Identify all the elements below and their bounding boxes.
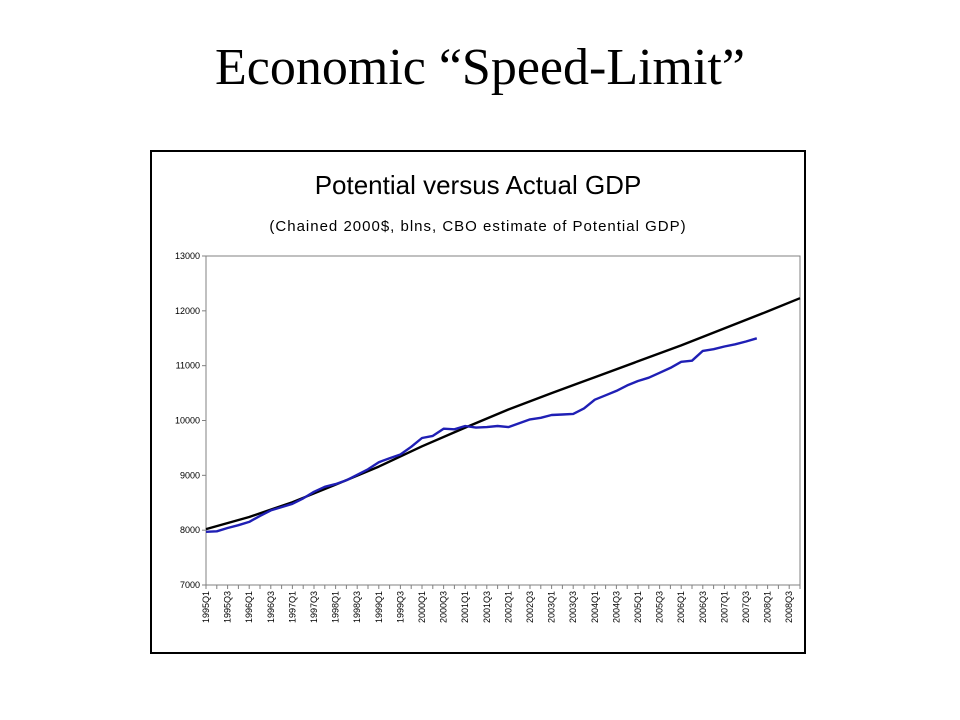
x-tick-label: 1998Q3 [352, 591, 362, 623]
x-tick-label: 1995Q3 [223, 591, 233, 623]
x-tick-label: 2006Q1 [676, 591, 686, 623]
x-tick-label: 2001Q1 [460, 591, 470, 623]
x-tick-label: 1996Q3 [266, 591, 276, 623]
x-tick-label: 2003Q1 [547, 591, 557, 623]
x-tick-label: 2002Q1 [503, 591, 513, 623]
x-tick-label: 2001Q3 [482, 591, 492, 623]
slide-title: Economic “Speed-Limit” [215, 39, 745, 96]
gdp-line-chart: 7000 8000 9000 10000 11000 12000 13000 1995Q1 19… [175, 251, 801, 623]
chart-title: Potential versus Actual GDP [314, 170, 642, 200]
x-tick-label: 2004Q1 [590, 591, 600, 623]
x-tick-label: 2008Q1 [763, 591, 773, 623]
x-tick-label: 2005Q3 [655, 591, 665, 623]
y-tick-label: 7000 [180, 580, 200, 590]
x-tick-label: 1999Q3 [395, 591, 405, 623]
x-tick-label: 2007Q3 [741, 591, 751, 623]
x-tick-label: 2008Q3 [784, 591, 794, 623]
x-tick-label: 2004Q3 [611, 591, 621, 623]
y-tick-label: 13000 [175, 251, 200, 261]
y-tick-label: 12000 [175, 306, 200, 316]
x-tick-label: 2003Q3 [568, 591, 578, 623]
plot-area [205, 255, 801, 586]
x-tick-label: 2006Q3 [698, 591, 708, 623]
y-tick-label: 10000 [175, 416, 200, 426]
x-tick-label: 2002Q3 [525, 591, 535, 623]
x-tick-label: 1995Q1 [201, 591, 211, 623]
series-line-2 [205, 337, 758, 533]
x-tick-label: 2007Q1 [719, 591, 729, 623]
x-tick-label: 1996Q1 [244, 591, 254, 623]
x-tick-label: 2005Q1 [633, 591, 643, 623]
chart-frame: Potential versus Actual GDP (Chained 200… [150, 150, 806, 654]
x-tick-label: 1998Q1 [331, 591, 341, 623]
x-tick-label: 1997Q3 [309, 591, 319, 623]
x-tick-label: 1999Q1 [374, 591, 384, 623]
y-tick-label: 9000 [180, 470, 200, 480]
y-tick-label: 11000 [176, 361, 200, 371]
series-line-1 [205, 297, 801, 531]
x-tick-label: 1997Q1 [287, 591, 297, 623]
x-tick-label: 2000Q1 [417, 591, 427, 623]
y-tick-label: 8000 [180, 525, 200, 535]
x-tick-label: 2000Q3 [439, 591, 449, 623]
chart-subtitle: (Chained 2000$, blns, CBO estimate of Po… [269, 218, 687, 235]
